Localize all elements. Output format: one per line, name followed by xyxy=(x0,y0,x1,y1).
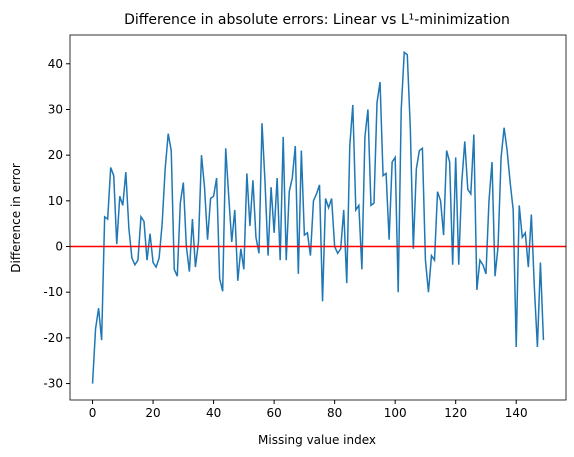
x-tick-label: 140 xyxy=(505,406,528,420)
data-line xyxy=(91,50,545,384)
y-tick-label: -10 xyxy=(43,285,63,299)
x-tick-label: 0 xyxy=(89,406,97,420)
x-tick-label: 20 xyxy=(145,406,160,420)
y-axis-label: Difference in error xyxy=(9,163,23,273)
y-tick-label: -30 xyxy=(43,377,63,391)
x-tick-label: 40 xyxy=(206,406,221,420)
y-tick-label: 20 xyxy=(48,148,63,162)
y-tick-label: -20 xyxy=(43,331,63,345)
y-tick-label: 10 xyxy=(48,194,63,208)
x-tick-label: 120 xyxy=(444,406,467,420)
x-axis-label: Missing value index xyxy=(258,433,376,447)
y-tick-label: 40 xyxy=(48,57,63,71)
x-tick-label: 100 xyxy=(384,406,407,420)
plot-frame xyxy=(69,34,567,401)
x-tick-label: 60 xyxy=(266,406,281,420)
y-tick-label: 30 xyxy=(48,102,63,116)
y-tick-label: 0 xyxy=(55,240,63,254)
x-tick-label: 80 xyxy=(327,406,342,420)
chart-title: Difference in absolute errors: Linear vs… xyxy=(124,12,510,28)
